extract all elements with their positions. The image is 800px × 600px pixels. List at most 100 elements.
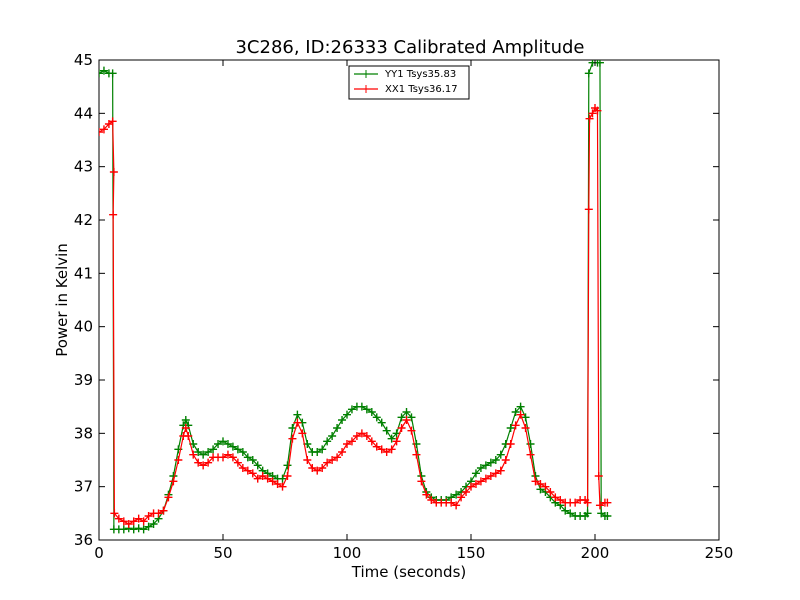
data-point — [169, 477, 178, 486]
data-point — [422, 490, 431, 499]
data-point — [526, 440, 535, 448]
data-point — [476, 464, 485, 472]
data-point — [268, 477, 277, 486]
legend: YY1 Tsys35.83 XX1 Tsys36.17 — [348, 65, 470, 100]
data-point — [333, 424, 342, 432]
data-point — [496, 466, 505, 475]
legend-label-xx1: XX1 Tsys36.17 — [385, 84, 458, 95]
data-point — [551, 493, 560, 502]
ticks-layer: 0 50 100 150 200 250 36 37 38 39 40 41 42 43 44 45 — [74, 51, 733, 562]
data-point — [367, 408, 376, 416]
data-point — [491, 469, 500, 478]
x-axis-label: Time (seconds) — [351, 563, 467, 581]
y-tick-label: 43 — [74, 158, 93, 176]
series-layer — [99, 60, 612, 534]
data-point — [471, 480, 480, 488]
data-point — [594, 472, 603, 480]
data-point — [447, 498, 456, 507]
data-point — [159, 506, 168, 515]
data-point — [343, 440, 351, 448]
data-point — [243, 453, 252, 462]
data-point — [462, 488, 471, 496]
data-point — [119, 525, 128, 534]
series-yy1 — [99, 60, 612, 534]
y-tick-label: 36 — [74, 531, 93, 549]
data-point — [298, 429, 307, 438]
data-point — [144, 512, 153, 520]
data-point — [134, 514, 143, 523]
y-tick-label: 45 — [74, 51, 93, 69]
data-point — [352, 432, 361, 440]
data-point — [293, 410, 302, 419]
data-point — [506, 424, 515, 432]
data-point — [228, 442, 237, 451]
data-point — [496, 450, 505, 459]
legend-label-yy1: YY1 Tsys35.83 — [384, 69, 456, 80]
data-point — [343, 410, 351, 419]
data-point — [174, 456, 183, 464]
x-tick-label: 100 — [333, 544, 362, 562]
y-axis-label: Power in Kelvin — [53, 243, 71, 357]
data-point — [253, 474, 262, 483]
data-point — [546, 488, 555, 496]
data-point — [194, 458, 203, 467]
data-point — [233, 458, 242, 467]
data-point — [154, 509, 163, 518]
data-point — [583, 509, 592, 518]
data-point — [452, 490, 461, 499]
data-point — [99, 66, 108, 75]
data-point — [248, 469, 257, 478]
data-point — [283, 472, 292, 480]
data-point — [283, 461, 292, 470]
data-point — [243, 466, 252, 475]
data-point — [347, 437, 356, 446]
data-point — [407, 413, 416, 422]
data-point — [323, 437, 332, 446]
data-point — [129, 525, 138, 534]
data-point — [382, 448, 391, 456]
data-point — [357, 402, 366, 411]
data-point — [486, 472, 495, 480]
y-tick-label: 39 — [74, 371, 93, 389]
data-point — [214, 440, 223, 448]
data-point — [181, 416, 190, 424]
data-point — [593, 106, 602, 115]
data-point — [238, 448, 247, 456]
data-point — [253, 461, 262, 470]
data-point — [108, 117, 117, 126]
y-tick-label: 44 — [74, 104, 93, 122]
data-point — [199, 461, 208, 470]
data-point — [377, 418, 386, 427]
data-point — [288, 424, 297, 432]
data-point — [372, 442, 381, 451]
data-point — [338, 448, 347, 456]
data-point — [303, 456, 312, 464]
data-point — [99, 128, 103, 136]
legend-box — [348, 65, 470, 100]
data-point — [585, 114, 594, 123]
data-point — [584, 205, 593, 214]
data-point — [114, 514, 123, 523]
data-point — [323, 458, 332, 467]
data-point — [308, 464, 317, 472]
data-point — [278, 482, 287, 491]
data-point — [99, 125, 108, 134]
data-point — [273, 480, 282, 488]
data-point — [219, 437, 227, 446]
data-point — [457, 493, 466, 502]
data-point — [595, 501, 604, 510]
data-point — [387, 445, 396, 454]
data-point — [328, 432, 337, 440]
data-point — [333, 453, 342, 462]
plot-frame — [98, 59, 720, 541]
data-point — [338, 416, 347, 424]
x-tick-label: 50 — [213, 544, 232, 562]
legend-marker-xx1 — [362, 85, 370, 93]
data-point — [382, 426, 391, 435]
data-point — [228, 453, 237, 462]
y-tick-label: 40 — [74, 318, 93, 336]
data-point — [412, 450, 421, 459]
data-point — [189, 450, 198, 459]
data-point — [199, 450, 208, 459]
